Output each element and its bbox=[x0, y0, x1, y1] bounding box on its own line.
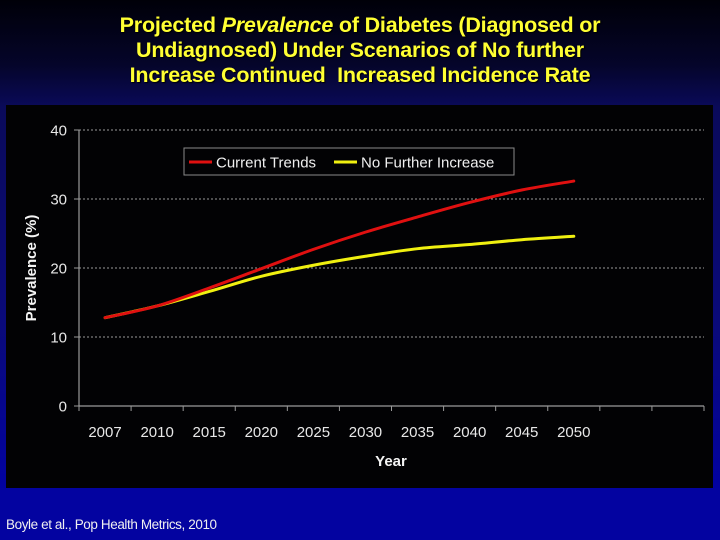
y-tick-label: 30 bbox=[50, 192, 67, 209]
legend-label-current-trends: Current Trends bbox=[216, 155, 316, 172]
title-line-3: Increase Continued Increased Incidence R… bbox=[129, 63, 591, 87]
x-tick-label: 2020 bbox=[245, 424, 278, 441]
x-axis-title: Year bbox=[375, 453, 407, 470]
y-tick-label: 10 bbox=[50, 330, 67, 347]
y-axis-ticks: 0 10 20 30 40 bbox=[50, 123, 79, 416]
x-tick-label: 2035 bbox=[401, 424, 434, 441]
title-line-1: Projected Prevalence of Diabetes (Diagno… bbox=[0, 13, 720, 38]
x-axis-ticks: 2007 2010 2015 2020 2025 2030 2035 2040 2045 2050 bbox=[78, 406, 705, 441]
legend-label-no-further-increase: No Further Increase bbox=[361, 155, 494, 172]
title-text: Projected bbox=[119, 13, 222, 37]
y-tick-label: 0 bbox=[59, 399, 67, 416]
x-tick-label: 2030 bbox=[349, 424, 382, 441]
series-lines bbox=[103, 179, 576, 320]
series-line-no-further-increase bbox=[103, 234, 576, 320]
y-tick-label: 40 bbox=[50, 123, 67, 140]
x-tick-label: 2015 bbox=[193, 424, 226, 441]
title-text: of Diabetes (Diagnosed or bbox=[333, 13, 601, 37]
series-line-current-trends bbox=[103, 179, 576, 320]
x-tick-label: 2025 bbox=[297, 424, 330, 441]
title-emphasis: Prevalence bbox=[221, 13, 334, 37]
x-tick-label: 2010 bbox=[140, 424, 173, 441]
y-axis-title: Prevalence (%) bbox=[23, 215, 40, 322]
citation: Boyle et al., Pop Health Metrics, 2010 bbox=[6, 517, 217, 532]
legend: Current Trends No Further Increase bbox=[183, 147, 515, 176]
x-tick-label: 2040 bbox=[453, 424, 486, 441]
title-line-2: Undiagnosed) Under Scenarios of No furth… bbox=[136, 38, 584, 62]
x-tick-label: 2050 bbox=[557, 424, 590, 441]
x-tick-label: 2045 bbox=[505, 424, 538, 441]
slide-title: Projected Prevalence of Diabetes (Diagno… bbox=[0, 13, 720, 88]
gridlines bbox=[79, 129, 704, 338]
footer-band bbox=[0, 488, 720, 540]
y-tick-label: 20 bbox=[50, 261, 67, 278]
x-tick-label: 2007 bbox=[88, 424, 121, 441]
